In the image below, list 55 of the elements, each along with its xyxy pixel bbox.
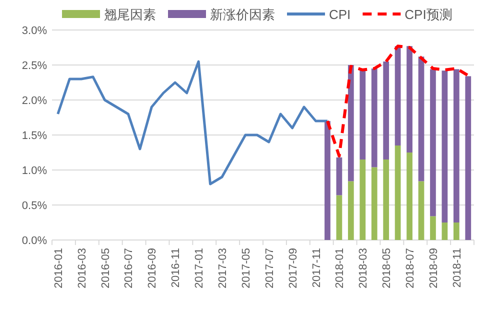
bar [371, 167, 378, 240]
bar [430, 69, 436, 216]
x-tick-label: 2017-09 [287, 248, 300, 288]
bar [442, 222, 448, 240]
bar [394, 46, 401, 146]
bar [418, 181, 424, 240]
bar [418, 56, 424, 182]
y-tick-label: 1.0% [22, 165, 48, 177]
x-tick-label: 2017-03 [216, 248, 229, 288]
bar [371, 68, 378, 168]
y-tick-label: 0.5% [22, 200, 48, 212]
bar [430, 216, 436, 240]
x-tick-label: 2018-01 [334, 248, 346, 288]
legend-label: CPI预测 [404, 7, 452, 22]
bar [383, 62, 390, 160]
bar [465, 76, 472, 240]
x-tick-label: 2017-11 [310, 248, 323, 288]
bar [383, 160, 390, 240]
y-tick-label: 2.5% [22, 60, 48, 72]
x-tick-label: 2018-03 [358, 248, 370, 288]
x-tick-label: 2016-03 [76, 248, 88, 288]
x-tick-label: 2016-01 [52, 248, 65, 288]
bar [348, 181, 354, 240]
y-tick-label: 3.0% [22, 25, 48, 37]
x-tick-label: 2016-11 [170, 248, 182, 288]
bar [442, 70, 448, 222]
x-tick-label: 2018-05 [381, 248, 394, 288]
legend-label: 翘尾因素 [104, 7, 156, 22]
bar [394, 146, 401, 240]
line-series [326, 44, 470, 158]
x-tick-label: 2017-05 [240, 248, 252, 288]
x-tick-label: 2016-09 [146, 248, 159, 288]
bar [336, 195, 342, 240]
bar [406, 46, 412, 152]
bar [336, 157, 342, 196]
bar [406, 152, 412, 240]
x-tick-label: 2016-07 [123, 248, 136, 288]
line-series [56, 60, 329, 186]
y-tick-label: 1.5% [22, 130, 48, 142]
x-tick-label: 2017-01 [194, 248, 206, 288]
bar [453, 69, 460, 222]
bar [324, 121, 330, 240]
x-tick-label: 2018-07 [404, 248, 417, 288]
legend-label: 新涨价因素 [210, 7, 275, 22]
y-tick-label: 2.0% [22, 95, 48, 107]
bar [360, 160, 366, 240]
x-tick-label: 2018-09 [428, 248, 440, 288]
x-tick-label: 2017-07 [264, 248, 276, 288]
x-tick-label: 2016-05 [100, 248, 112, 288]
y-tick-label: 0.0% [22, 235, 48, 247]
legend-label: CPI [329, 7, 351, 22]
x-tick-label: 2018-11 [451, 248, 464, 288]
bar [360, 69, 366, 160]
bar [453, 222, 460, 240]
bar [348, 65, 354, 182]
